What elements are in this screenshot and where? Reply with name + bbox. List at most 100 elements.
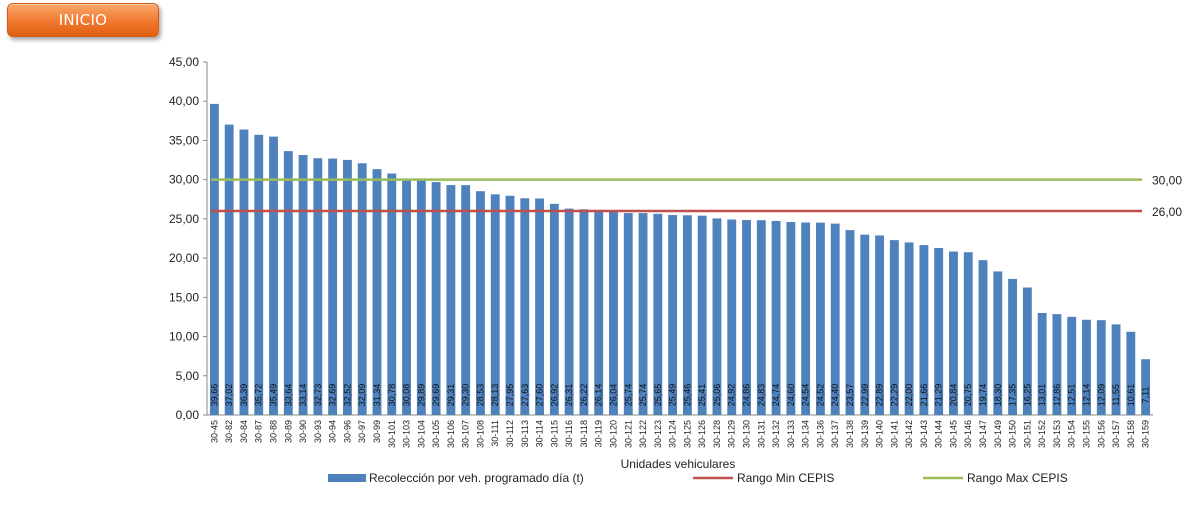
- bar: [963, 252, 973, 415]
- x-tick-label: 30-103: [402, 420, 412, 448]
- data-label: 12,14: [1081, 384, 1091, 407]
- bar: [801, 222, 811, 415]
- data-label: 29,31: [446, 384, 456, 407]
- x-tick-label: 30-45: [209, 420, 219, 443]
- data-label: 12,86: [1052, 384, 1062, 407]
- bar: [209, 103, 219, 415]
- x-tick-label: 30-138: [845, 420, 855, 448]
- x-tick-label: 30-93: [313, 420, 323, 443]
- data-label: 33,64: [283, 384, 293, 407]
- data-label: 32,73: [313, 384, 323, 407]
- bar: [1082, 319, 1091, 415]
- y-tick-label: 10,00: [169, 330, 199, 344]
- bar: [520, 198, 530, 415]
- legend-label-max-cepis: Rango Max CEPIS: [967, 471, 1068, 485]
- data-label: 25,46: [682, 384, 692, 407]
- data-label: 22,29: [889, 384, 899, 407]
- data-label: 26,04: [608, 384, 618, 407]
- bar: [623, 213, 633, 415]
- reference-label-max-cepis: 30,00: [1152, 174, 1182, 188]
- data-label: 22,00: [904, 384, 914, 407]
- data-label: 27,60: [535, 384, 545, 407]
- bar: [1008, 278, 1018, 415]
- bar: [505, 195, 515, 415]
- bar: [535, 198, 545, 415]
- data-label: 29,30: [461, 384, 471, 407]
- data-label: 27,95: [505, 384, 515, 407]
- bar: [416, 180, 426, 415]
- bar: [771, 220, 781, 415]
- y-tick-label: 0,00: [176, 408, 200, 422]
- data-label: 11,55: [1111, 384, 1121, 406]
- data-label: 39,66: [209, 384, 219, 407]
- y-tick-label: 30,00: [169, 173, 199, 187]
- y-tick-label: 15,00: [169, 290, 199, 304]
- bar: [283, 151, 293, 415]
- data-label: 32,69: [328, 384, 338, 407]
- x-tick-label: 30-128: [712, 420, 722, 448]
- x-tick-label: 30-99: [372, 420, 382, 443]
- bar: [579, 209, 589, 415]
- x-tick-label: 30-157: [1111, 420, 1121, 448]
- data-label: 12,51: [1067, 384, 1077, 407]
- x-tick-label: 30-133: [786, 420, 796, 448]
- x-tick-label: 30-108: [475, 420, 485, 448]
- x-tick-label: 30-136: [815, 420, 825, 448]
- x-tick-label: 30-114: [535, 420, 545, 447]
- bar: [224, 124, 234, 415]
- bar: [1111, 324, 1121, 415]
- x-tick-label: 30-132: [771, 420, 781, 448]
- bar: [549, 203, 559, 415]
- bar: [875, 235, 884, 415]
- bar: [978, 260, 988, 415]
- reference-label-min-cepis: 26,00: [1152, 205, 1182, 219]
- x-tick-label: 30-82: [224, 420, 234, 443]
- data-label: 28,53: [475, 384, 485, 407]
- data-label: 17,35: [1008, 384, 1018, 407]
- x-tick-label: 30-124: [668, 420, 678, 448]
- bar: [461, 185, 471, 415]
- data-label: 25,74: [638, 384, 648, 407]
- data-label: 7,11: [1141, 387, 1151, 404]
- x-tick-label: 30-121: [623, 420, 633, 448]
- data-label: 25,74: [623, 384, 633, 407]
- x-tick-label: 30-88: [269, 420, 279, 443]
- data-label: 30,78: [387, 384, 397, 407]
- x-tick-label: 30-97: [357, 420, 367, 443]
- bar: [342, 159, 352, 415]
- x-tick-label: 30-145: [948, 420, 958, 448]
- data-label: 10,61: [1126, 384, 1136, 407]
- inicio-button[interactable]: INICIO: [7, 3, 159, 37]
- bar: [786, 222, 796, 415]
- x-tick-label: 30-118: [579, 420, 589, 447]
- bar: [1141, 359, 1151, 415]
- bar: [431, 182, 441, 415]
- x-tick-label: 30-141: [889, 420, 899, 448]
- data-label: 24,54: [801, 384, 811, 407]
- data-label: 23,57: [845, 384, 855, 407]
- x-tick-label: 30-158: [1126, 420, 1136, 448]
- bar: [682, 215, 692, 415]
- data-label: 21,66: [919, 384, 929, 407]
- bar: [357, 163, 367, 415]
- x-tick-label: 30-90: [298, 420, 308, 443]
- y-tick-label: 35,00: [169, 133, 199, 147]
- legend-label-bars: Recolección por veh. programado día (t): [369, 471, 584, 485]
- x-tick-label: 30-131: [756, 420, 766, 448]
- data-label: 20,84: [948, 384, 958, 407]
- x-tick-label: 30-115: [549, 420, 559, 447]
- data-label: 25,41: [697, 384, 707, 407]
- bar: [712, 218, 722, 415]
- x-tick-label: 30-101: [387, 420, 397, 448]
- x-tick-label: 30-155: [1081, 420, 1091, 448]
- bar: [742, 219, 751, 415]
- x-tick-label: 30-129: [727, 420, 737, 448]
- bar: [697, 215, 707, 415]
- x-tick-label: 30-140: [875, 420, 885, 448]
- bar: [476, 191, 485, 415]
- bar: [815, 222, 825, 415]
- y-tick-label: 25,00: [169, 212, 199, 226]
- x-tick-label: 30-94: [328, 420, 338, 443]
- data-label: 20,75: [963, 384, 973, 407]
- x-tick-label: 30-151: [1022, 420, 1032, 448]
